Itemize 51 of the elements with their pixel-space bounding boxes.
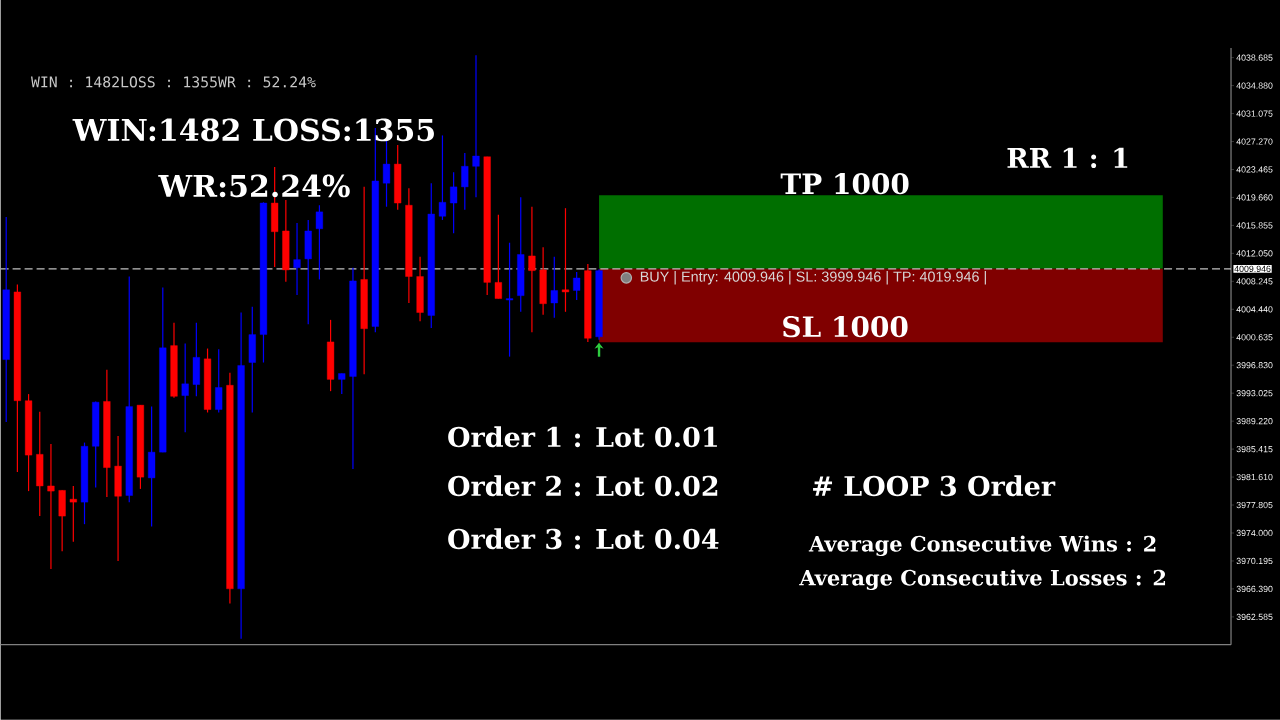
candlestick xyxy=(293,222,301,296)
y-tick-label: 3996.830 xyxy=(1236,362,1273,369)
y-tick-label: 3981.610 xyxy=(1236,474,1273,481)
y-tick-label: 4004.440 xyxy=(1236,306,1273,313)
y-tick-label: 3970.195 xyxy=(1236,558,1273,565)
candlestick xyxy=(505,242,514,358)
candlestick xyxy=(47,443,55,570)
y-tick-label: 3993.025 xyxy=(1236,390,1273,397)
candlestick xyxy=(573,271,581,301)
candlestick xyxy=(461,152,469,211)
y-tick-label: 4027.270 xyxy=(1236,138,1273,145)
y-tick-label: 4023.465 xyxy=(1236,166,1273,173)
annotation: # LOOP 3 Order xyxy=(813,475,1056,497)
candlestick xyxy=(561,207,570,313)
y-tick-label: 3985.415 xyxy=(1236,446,1273,453)
candlestick xyxy=(438,135,446,221)
y-tick-label: 4008.245 xyxy=(1236,278,1273,285)
annotation: WIN:1482 LOSS:1355 xyxy=(72,118,434,142)
y-tick-label: 4015.855 xyxy=(1236,222,1273,229)
band-label: TP 1000 xyxy=(780,173,909,195)
y-tick-label: 4019.660 xyxy=(1236,194,1273,201)
ref-line-label: 4009.946 xyxy=(1234,265,1271,273)
y-tick-label: 4038.685 xyxy=(1236,54,1273,61)
annotation: Average Consecutive Losses : 2 xyxy=(799,569,1166,591)
annotation: RR 1 : 1 xyxy=(1007,147,1128,169)
y-tick-label: 4031.075 xyxy=(1236,110,1273,117)
y-tick-label: 3989.220 xyxy=(1236,418,1273,425)
y-tick-label: 3974.000 xyxy=(1236,530,1273,537)
annotation: Order 1 : Lot 0.01 xyxy=(448,426,717,448)
candlestick xyxy=(550,256,558,319)
y-tick-label: 4000.635 xyxy=(1236,334,1273,341)
annotation: Average Consecutive Wins : 2 xyxy=(808,535,1156,557)
candlestick xyxy=(315,204,323,281)
annotation: WIN : 1482LOSS : 1355WR : 52.24% xyxy=(31,76,316,88)
candlestick xyxy=(450,171,458,234)
y-tick-label: 3966.390 xyxy=(1236,585,1273,593)
y-tick-label: 4012.050 xyxy=(1236,250,1273,257)
band-label: SL 1000 xyxy=(783,316,908,338)
candlestick xyxy=(215,348,223,414)
annotation: Order 3 : Lot 0.04 xyxy=(448,528,719,550)
y-tick-label: 3962.585 xyxy=(1236,613,1273,621)
candlestick xyxy=(494,214,502,300)
y-tick-label: 4034.880 xyxy=(1236,82,1273,89)
candlestick xyxy=(181,342,189,434)
candlestick xyxy=(69,485,77,543)
y-tick-label: 3977.805 xyxy=(1236,502,1273,509)
annotation: BUY | Entry: 4009.946 | SL: 3999.946 | TP: 4019.946 | xyxy=(640,271,986,285)
candlestick xyxy=(528,206,536,334)
candlestick xyxy=(338,373,346,395)
annotation: Order 2 : Lot 0.02 xyxy=(448,475,718,497)
candlestick xyxy=(472,54,480,198)
